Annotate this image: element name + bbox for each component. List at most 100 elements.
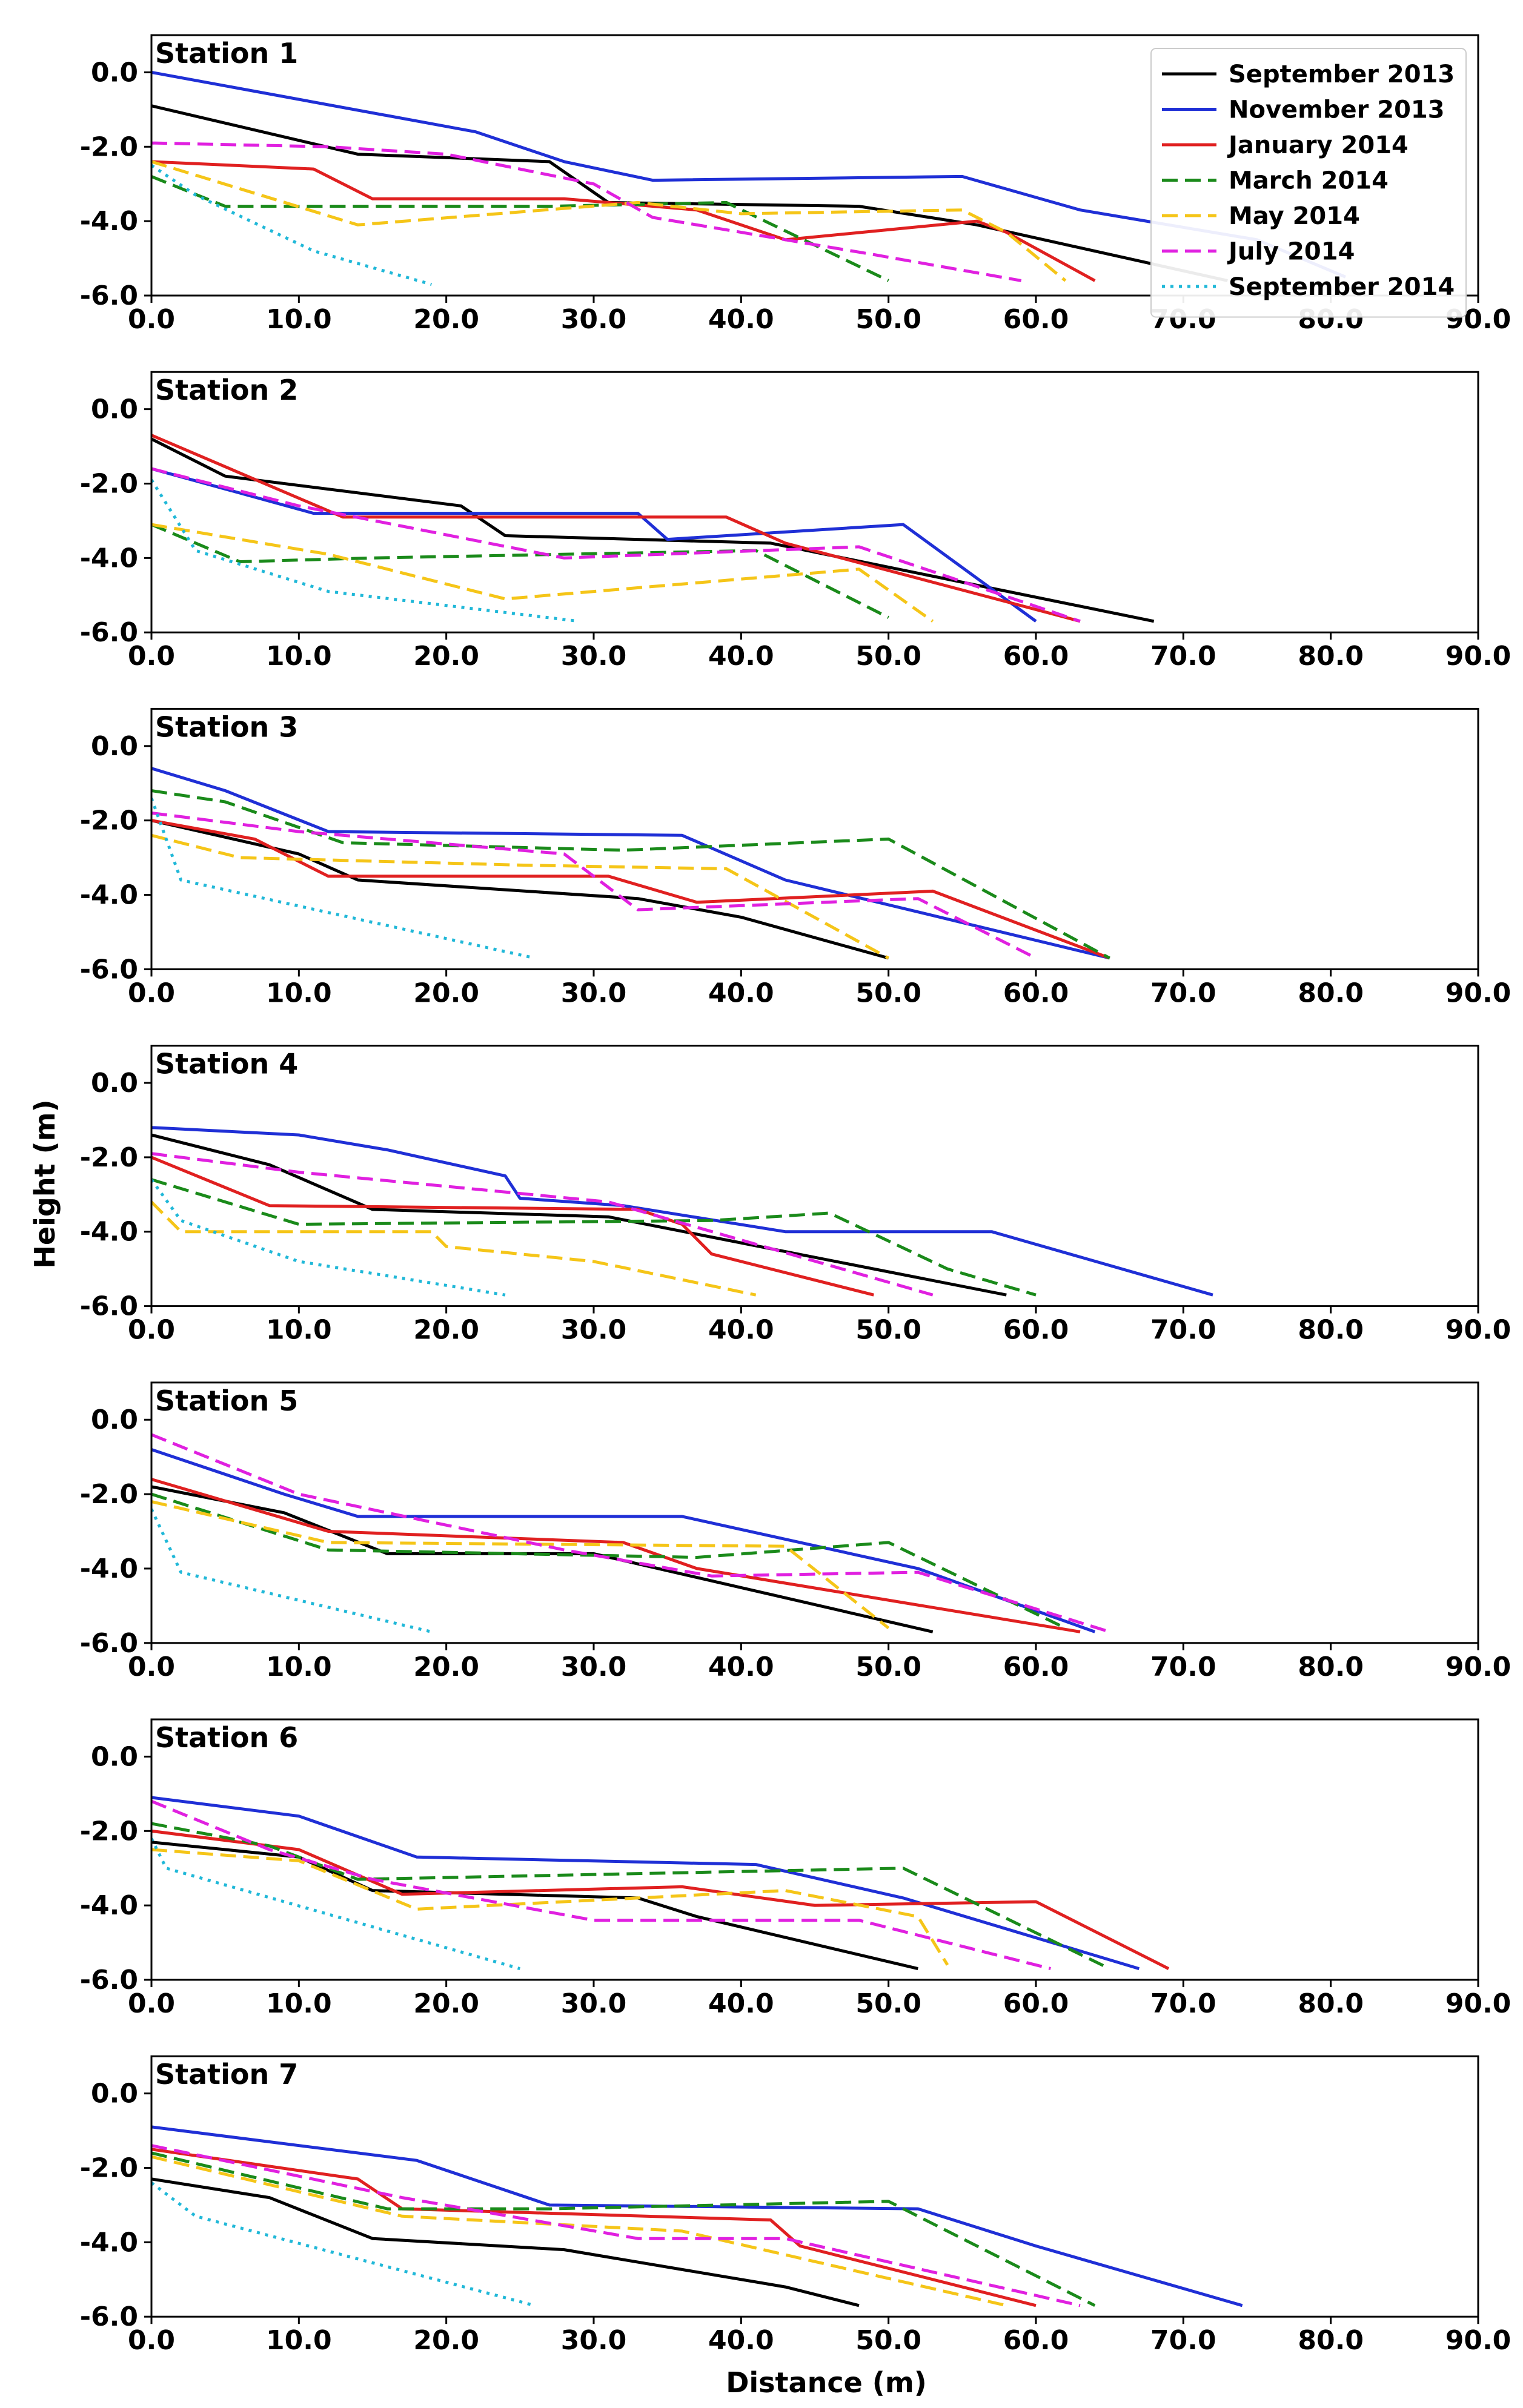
station-6-series-march-2014 bbox=[151, 1822, 1110, 1970]
station-2-y-tick-label: 0.0 bbox=[91, 394, 138, 425]
station-1-x-tick-label: 40.0 bbox=[708, 304, 774, 335]
station-3-x-tick-label: 70.0 bbox=[1150, 977, 1216, 1008]
station-7-series-september-2013 bbox=[151, 2177, 860, 2307]
station-6-x-tick-label: 80.0 bbox=[1298, 1988, 1364, 2019]
station-7-series-march-2014 bbox=[151, 2151, 1096, 2307]
station-4-series-november-2013 bbox=[151, 1126, 1213, 1297]
station-3-x-tick-label: 30.0 bbox=[561, 977, 627, 1008]
station-6-x-tick-label: 10.0 bbox=[266, 1988, 332, 2019]
station-5-x-tick-label: 90.0 bbox=[1445, 1652, 1511, 1682]
station-4-x-tick-label: 40.0 bbox=[708, 1315, 774, 1346]
station-4-x-tick-label: 0.0 bbox=[128, 1315, 175, 1346]
station-3-y-tick-label: -2.0 bbox=[80, 805, 138, 836]
station-7-x-tick-label: 10.0 bbox=[266, 2325, 332, 2356]
station-6-y-tick-label: -2.0 bbox=[80, 1816, 138, 1847]
station-3-title: Station 3 bbox=[155, 710, 298, 743]
station-4-x-tick-label: 10.0 bbox=[266, 1315, 332, 1346]
station-5-x-tick-label: 40.0 bbox=[708, 1652, 774, 1682]
station-2-x-tick-label: 20.0 bbox=[413, 641, 479, 672]
panel-station-4: 0.0 10.0 20.0 30.0 40.0 50.0 60.0 70.0 80.0 90.0 0… bbox=[80, 1045, 1511, 1346]
legend-label-july-2014: July 2014 bbox=[1227, 238, 1355, 266]
legend-label-september-2013: September 2013 bbox=[1229, 61, 1455, 88]
station-5-frame bbox=[150, 1381, 1479, 1644]
station-2-series bbox=[151, 434, 1155, 623]
station-7-title: Station 7 bbox=[155, 2058, 298, 2091]
station-1-series-september-2013 bbox=[151, 104, 1228, 282]
station-4-frame bbox=[150, 1045, 1479, 1308]
station-5-series-may-2014 bbox=[151, 1500, 890, 1630]
station-2-x-tick-label: 10.0 bbox=[266, 641, 332, 672]
station-3-y-tick-label: 0.0 bbox=[91, 731, 138, 762]
station-2-series-may-2014 bbox=[151, 523, 934, 623]
station-4-title: Station 4 bbox=[155, 1048, 298, 1080]
station-6-series-september-2014 bbox=[151, 1837, 520, 1971]
station-5-x-tick-label: 10.0 bbox=[266, 1652, 332, 1682]
legend-label-september-2014: September 2014 bbox=[1229, 273, 1455, 301]
station-5-series-november-2013 bbox=[151, 1448, 1096, 1633]
station-2-series-september-2014 bbox=[151, 478, 579, 623]
station-5-x-tick-label: 30.0 bbox=[561, 1652, 627, 1682]
station-3-x-tick-label: 60.0 bbox=[1003, 977, 1069, 1008]
station-6-y-tick-label: -6.0 bbox=[80, 1965, 138, 1996]
station-4-series bbox=[151, 1126, 1213, 1297]
station-2-x-tick-label: 90.0 bbox=[1445, 641, 1511, 672]
station-4-series-september-2013 bbox=[151, 1133, 1007, 1297]
station-5-y-tick-label: -4.0 bbox=[80, 1553, 138, 1584]
station-7-series-november-2013 bbox=[151, 2125, 1243, 2307]
station-1-x-tick-label: 0.0 bbox=[128, 304, 175, 335]
station-6-x-tick-label: 40.0 bbox=[708, 1988, 774, 2019]
station-5-x-tick-label: 20.0 bbox=[413, 1652, 479, 1682]
legend-label-january-2014: January 2014 bbox=[1227, 131, 1409, 159]
station-1-y-tick-label: -6.0 bbox=[80, 280, 138, 311]
station-6-x-tick-label: 90.0 bbox=[1445, 1988, 1511, 2019]
station-6-y-tick-label: 0.0 bbox=[91, 1741, 138, 1772]
station-1-y-tick-label: -4.0 bbox=[80, 206, 138, 237]
station-4-x-tick-label: 80.0 bbox=[1298, 1315, 1364, 1346]
station-4-series-july-2014 bbox=[151, 1152, 934, 1297]
station-6-x-tick-label: 50.0 bbox=[855, 1988, 921, 2019]
station-7-y-tick-label: -6.0 bbox=[80, 2301, 138, 2332]
station-7-x-tick-label: 80.0 bbox=[1298, 2325, 1364, 2356]
station-1-series-july-2014 bbox=[151, 141, 1022, 282]
panel-station-5: 0.0 10.0 20.0 30.0 40.0 50.0 60.0 70.0 80.0 90.0 0… bbox=[80, 1381, 1511, 1682]
station-3-x-tick-label: 20.0 bbox=[413, 977, 479, 1008]
station-6-title: Station 6 bbox=[155, 1721, 298, 1754]
station-3-x-tick-label: 0.0 bbox=[128, 977, 175, 1008]
station-1-series-may-2014 bbox=[151, 160, 1067, 282]
station-5-series-september-2014 bbox=[151, 1508, 432, 1633]
station-2-y-tick-label: -4.0 bbox=[80, 543, 138, 574]
station-1-series-march-2014 bbox=[151, 175, 889, 282]
station-7-x-tick-label: 40.0 bbox=[708, 2325, 774, 2356]
station-7-x-tick-label: 90.0 bbox=[1445, 2325, 1511, 2356]
station-7-y-tick-label: 0.0 bbox=[91, 2079, 138, 2109]
station-3-y-tick-label: -6.0 bbox=[80, 954, 138, 985]
legend-label-may-2014: May 2014 bbox=[1229, 202, 1360, 230]
station-6-y-tick-label: -4.0 bbox=[80, 1890, 138, 1921]
station-3-series-september-2014 bbox=[151, 797, 536, 960]
station-5-y-tick-label: -2.0 bbox=[80, 1479, 138, 1510]
station-5-x-tick-label: 50.0 bbox=[855, 1652, 921, 1682]
station-3-series bbox=[151, 767, 1110, 960]
station-7-y-tick-label: -4.0 bbox=[80, 2227, 138, 2258]
panels: 0.0 10.0 20.0 30.0 40.0 50.0 60.0 70.0 80.0 90.0 0… bbox=[80, 34, 1511, 2356]
station-4-y-tick-label: 0.0 bbox=[91, 1068, 138, 1099]
station-3-series-july-2014 bbox=[151, 811, 1037, 960]
station-2-series-january-2014 bbox=[151, 434, 1081, 623]
station-2-title: Station 2 bbox=[155, 374, 298, 406]
station-7-x-tick-label: 30.0 bbox=[561, 2325, 627, 2356]
station-3-y-tick-label: -4.0 bbox=[80, 880, 138, 911]
station-4-series-september-2014 bbox=[151, 1179, 506, 1297]
station-4-series-march-2014 bbox=[151, 1178, 1037, 1297]
station-4-series-january-2014 bbox=[151, 1156, 874, 1297]
station-5-y-tick-label: -6.0 bbox=[80, 1628, 138, 1659]
panel-station-6: 0.0 10.0 20.0 30.0 40.0 50.0 60.0 70.0 80.0 90.0 0… bbox=[80, 1718, 1511, 2019]
legend-box bbox=[1150, 48, 1467, 318]
station-1-frame bbox=[150, 34, 1479, 297]
station-3-x-tick-label: 80.0 bbox=[1298, 977, 1364, 1008]
station-4-y-tick-label: -4.0 bbox=[80, 1217, 138, 1248]
legend-label-march-2014: March 2014 bbox=[1229, 167, 1389, 195]
station-3-x-tick-label: 10.0 bbox=[266, 977, 332, 1008]
station-7-series-july-2014 bbox=[151, 2144, 1081, 2307]
station-5-x-tick-label: 60.0 bbox=[1003, 1652, 1069, 1682]
